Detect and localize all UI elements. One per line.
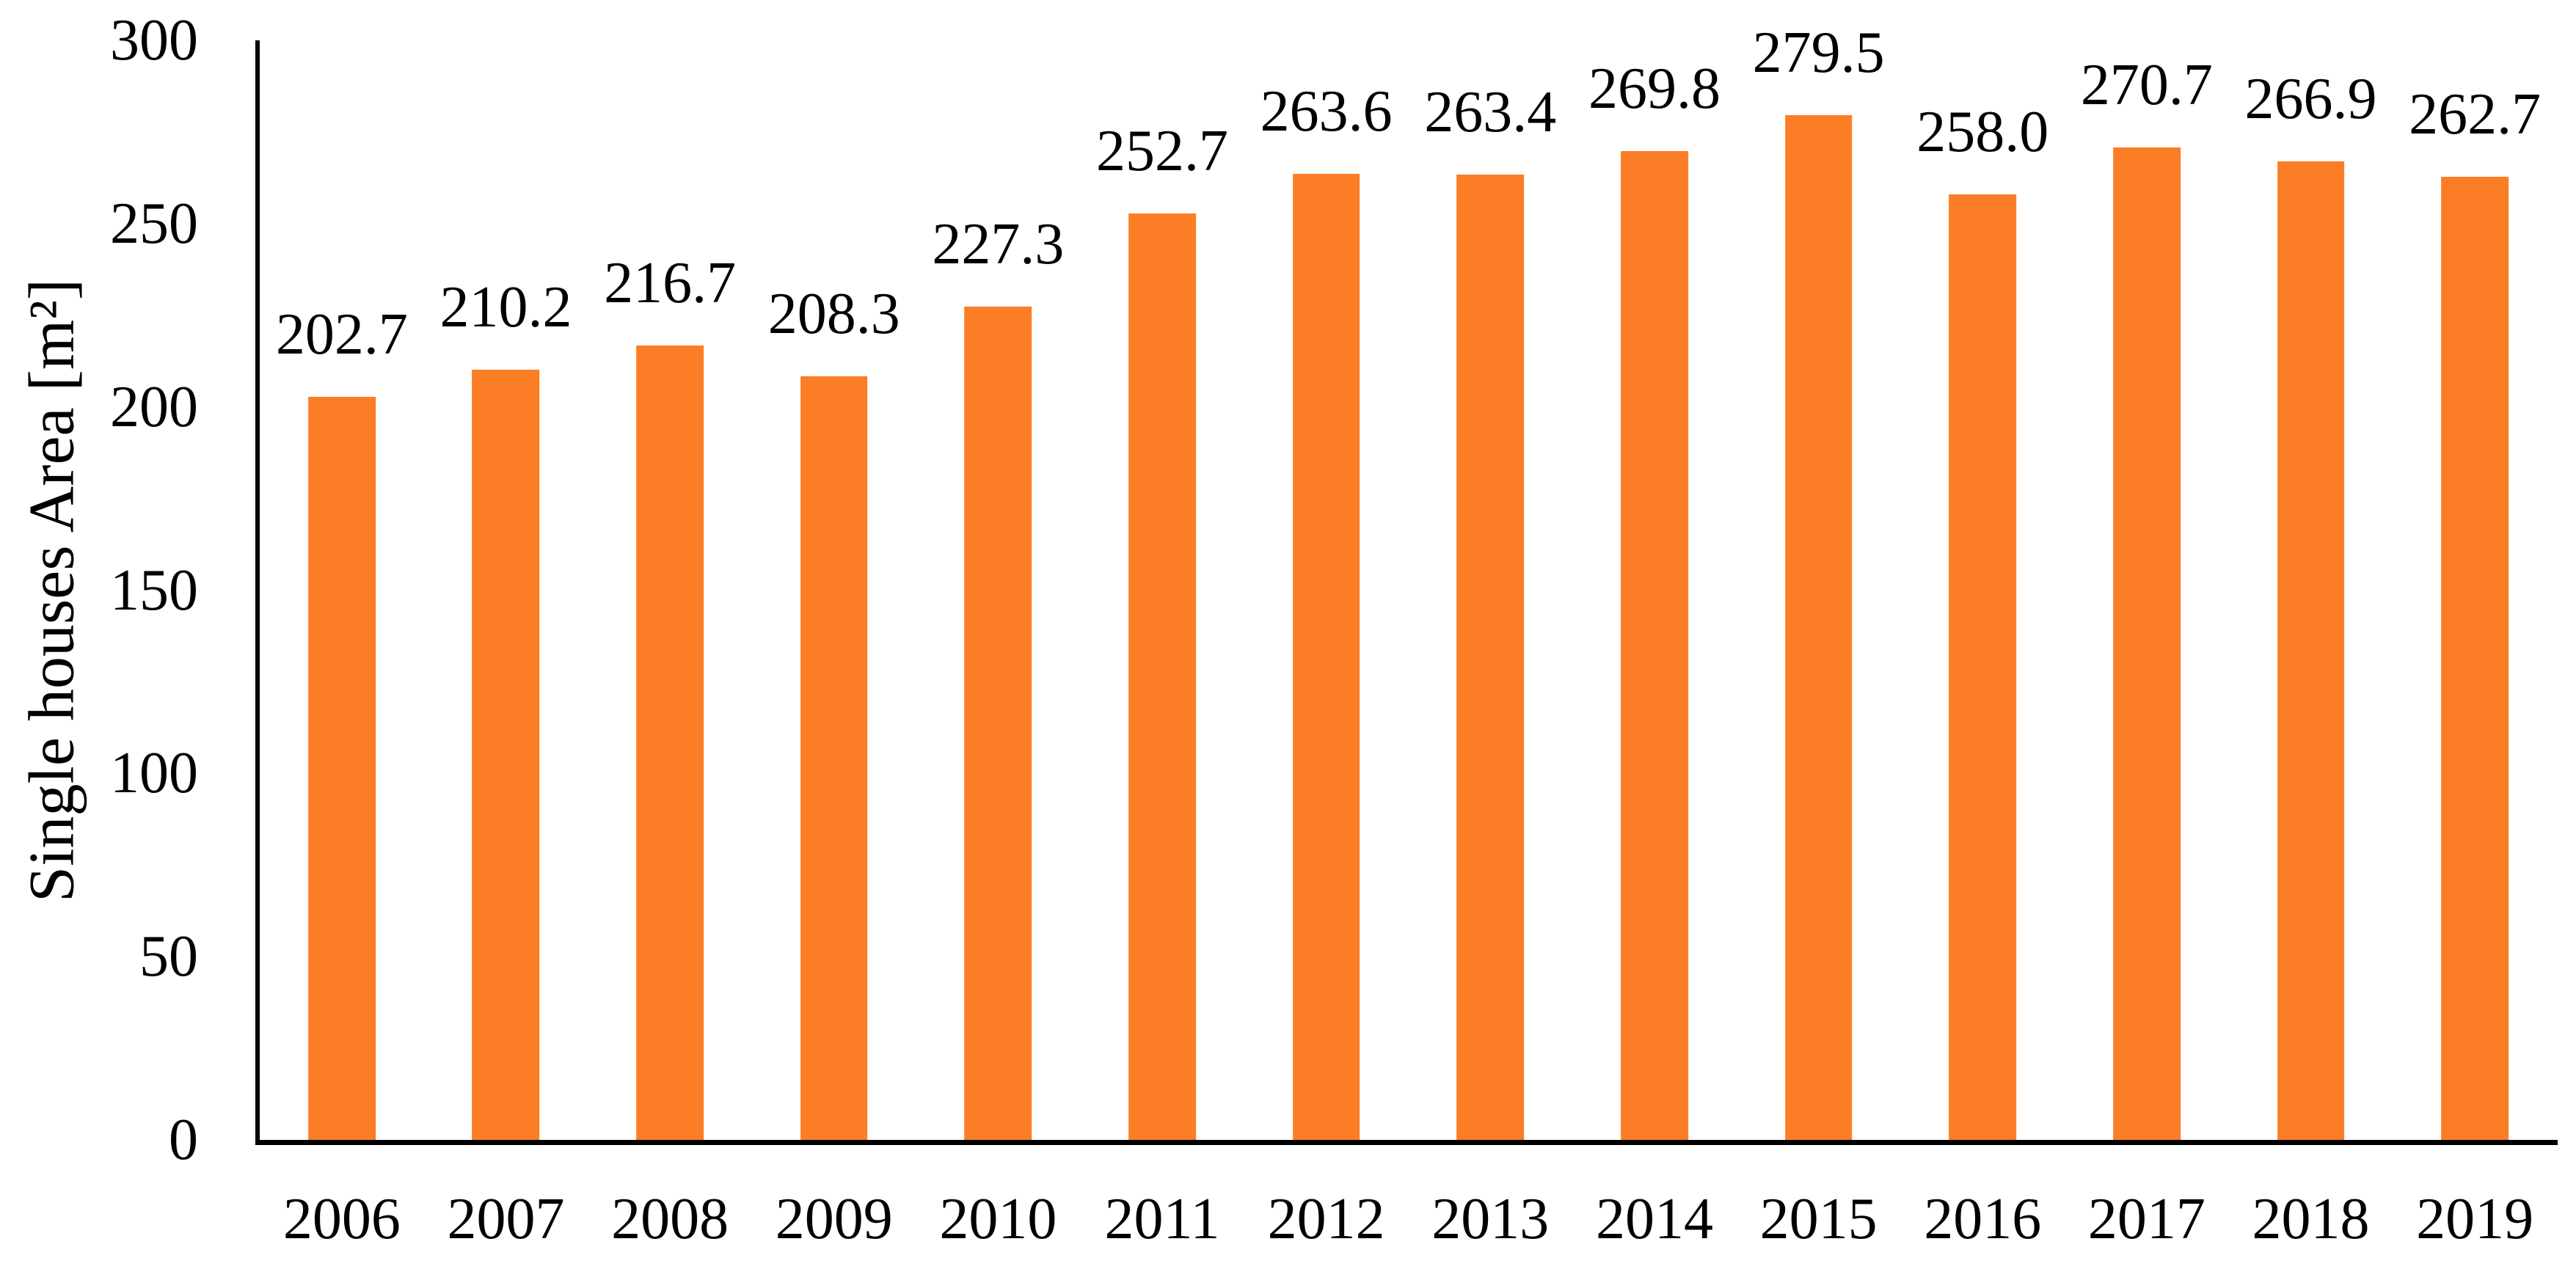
bar	[1128, 213, 1196, 1140]
bar	[2277, 161, 2345, 1140]
bar-category-2010: 227.3	[916, 40, 1081, 1140]
bar	[1456, 174, 1525, 1140]
bar-category-2015: 279.5	[1737, 23, 1901, 1140]
bar-value-label: 279.5	[1752, 21, 1885, 86]
x-tick-label: 2019	[2416, 1187, 2534, 1251]
bar-category-2009: 208.3	[752, 40, 916, 1140]
x-tick-label: 2010	[939, 1187, 1057, 1251]
bar-value-label: 210.2	[439, 274, 572, 340]
bar	[472, 369, 540, 1140]
bar-category-2017: 270.7	[2065, 40, 2229, 1140]
y-tick-label: 100	[110, 741, 198, 806]
bar-category-2013: 263.4	[1408, 40, 1572, 1140]
y-tick-label: 250	[110, 191, 198, 256]
x-tick-label: 2013	[1431, 1187, 1550, 1251]
bar-category-2012: 263.6	[1244, 40, 1409, 1140]
bar-value-label: 262.7	[2409, 82, 2542, 147]
y-tick-label: 150	[110, 557, 198, 623]
bar-category-2011: 252.7	[1080, 40, 1244, 1140]
bar	[2113, 147, 2181, 1140]
y-tick-label: 300	[110, 8, 198, 73]
bar-value-label: 263.4	[1424, 79, 1557, 145]
bar-value-label: 270.7	[2080, 53, 2213, 118]
bar-category-2006: 202.7	[260, 40, 424, 1140]
x-tick-label: 2009	[775, 1187, 893, 1251]
y-axis-line	[255, 40, 260, 1145]
x-tick-label: 2014	[1595, 1187, 1713, 1251]
bar-category-2008: 216.7	[588, 40, 752, 1140]
x-tick-label: 2008	[611, 1187, 729, 1251]
bar	[964, 307, 1032, 1140]
bar-value-label: 252.7	[1096, 119, 1229, 184]
y-tick-label: 200	[110, 374, 198, 439]
bar-category-2018: 266.9	[2229, 40, 2393, 1140]
bar	[800, 376, 868, 1140]
bar	[1784, 115, 1853, 1140]
bar-value-label: 216.7	[604, 251, 737, 316]
x-tick-label: 2015	[1759, 1187, 1878, 1251]
bar	[1949, 194, 2017, 1140]
x-axis-tick-labels: 2006 2007 2008 2009 2010 2011 2012 2013 2014 2015…	[260, 1187, 2557, 1251]
bar-category-2016: 258.0	[1900, 40, 2065, 1140]
y-axis-tick-labels: 0 50 100 150 200 250 300	[0, 11, 198, 1169]
bar-value-label: 266.9	[2244, 67, 2377, 132]
bar-category-2019: 262.7	[2393, 40, 2557, 1140]
bar	[1292, 173, 1360, 1140]
bar-value-label: 208.3	[767, 282, 900, 347]
x-tick-label: 2016	[1924, 1187, 2042, 1251]
x-tick-label: 2011	[1104, 1187, 1220, 1251]
bar	[2441, 177, 2509, 1140]
bar-value-label: 263.6	[1260, 78, 1393, 144]
bar	[636, 345, 704, 1140]
x-tick-label: 2018	[2252, 1187, 2370, 1251]
bar-category-2007: 210.2	[424, 40, 588, 1140]
plot-area: 202.7 210.2 216.7 208.3 227.3 252.7 263.6 263.4…	[260, 23, 2557, 1140]
y-tick-label: 0	[169, 1108, 198, 1172]
x-tick-label: 2007	[447, 1187, 565, 1251]
x-tick-label: 2006	[282, 1187, 401, 1251]
bar	[307, 397, 376, 1140]
x-tick-label: 2012	[1267, 1187, 1385, 1251]
x-tick-label: 2017	[2087, 1187, 2205, 1251]
bar	[1621, 150, 1688, 1140]
y-tick-label: 50	[139, 924, 198, 990]
x-axis-line	[255, 1140, 2558, 1145]
bar-value-label: 202.7	[275, 302, 408, 367]
bar-value-label: 227.3	[932, 212, 1065, 277]
bar-value-label: 258.0	[1916, 99, 2049, 164]
bar-value-label: 269.8	[1588, 56, 1721, 121]
bar-category-2014: 269.8	[1572, 40, 1737, 1140]
